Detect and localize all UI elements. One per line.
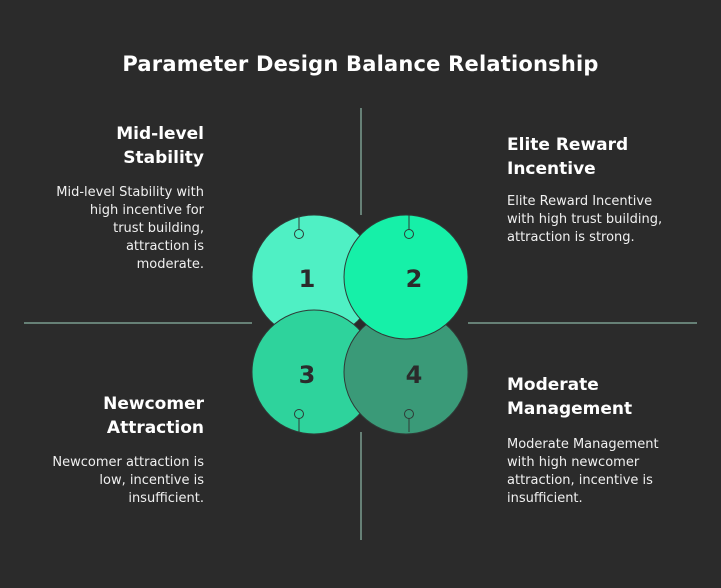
diagram-title: Parameter Design Balance Relationship — [122, 52, 599, 76]
heading-elite-reward-incentive: Elite Reward Incentive — [507, 135, 629, 179]
heading-newcomer-attraction: Newcomer Attraction — [103, 394, 204, 438]
circle-2 — [343, 214, 469, 340]
number-1: 1 — [299, 265, 316, 293]
number-4: 4 — [406, 361, 423, 389]
marker-3 — [294, 409, 304, 419]
desc-mid-level-stability: Mid-level Stability with high incentive … — [56, 185, 204, 272]
heading-moderate-management: Moderate Management — [507, 375, 633, 419]
heading-mid-level-stability: Mid-level Stability — [116, 124, 204, 168]
marker-2 — [404, 229, 414, 239]
desc-moderate-management: Moderate Management with high newcomer a… — [507, 437, 659, 506]
marker-4 — [404, 409, 414, 419]
desc-elite-reward-incentive: Elite Reward Incentive with high trust b… — [507, 194, 663, 245]
marker-1 — [294, 229, 304, 239]
number-3: 3 — [299, 361, 316, 389]
number-2: 2 — [406, 265, 423, 293]
desc-newcomer-attraction: Newcomer attraction is low, incentive is… — [52, 455, 204, 506]
